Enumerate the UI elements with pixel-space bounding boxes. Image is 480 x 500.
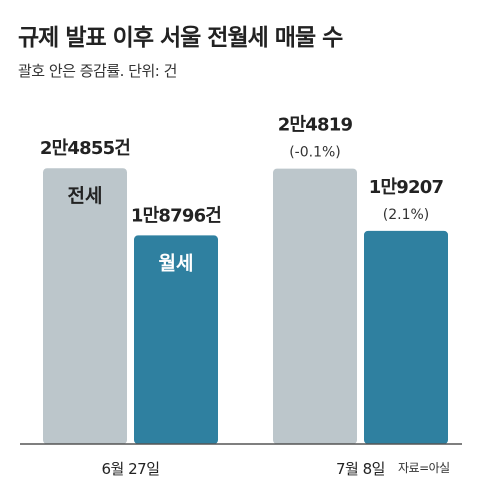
series-label-wolse: 월세: [159, 252, 194, 274]
source-note: 자료=아실: [398, 461, 450, 475]
bar-jeonse-2: [273, 168, 357, 444]
value-label-jeonse-1: 2만4855건: [40, 138, 130, 159]
change-label-jeonse-2: (-0.1%): [289, 145, 341, 161]
series-label-jeonse: 전세: [68, 185, 103, 207]
bar-wolse-2: [364, 230, 448, 444]
value-label-jeonse-2: 2만4819: [278, 115, 353, 136]
chart-subtitle: 괄호 안은 증감률. 단위: 건: [18, 62, 177, 80]
x-tick-label-2: 7월 8일: [336, 460, 385, 478]
bar-wolse-1: [134, 235, 218, 444]
value-label-wolse-2: 1만9207: [369, 177, 444, 198]
chart-title: 규제 발표 이후 서울 전월세 매물 수: [18, 25, 343, 51]
value-label-wolse-1: 1만8796건: [131, 205, 221, 226]
bar-jeonse-1: [43, 168, 127, 444]
change-label-wolse-2: (2.1%): [383, 207, 430, 223]
x-tick-label-1: 6월 27일: [102, 460, 160, 478]
